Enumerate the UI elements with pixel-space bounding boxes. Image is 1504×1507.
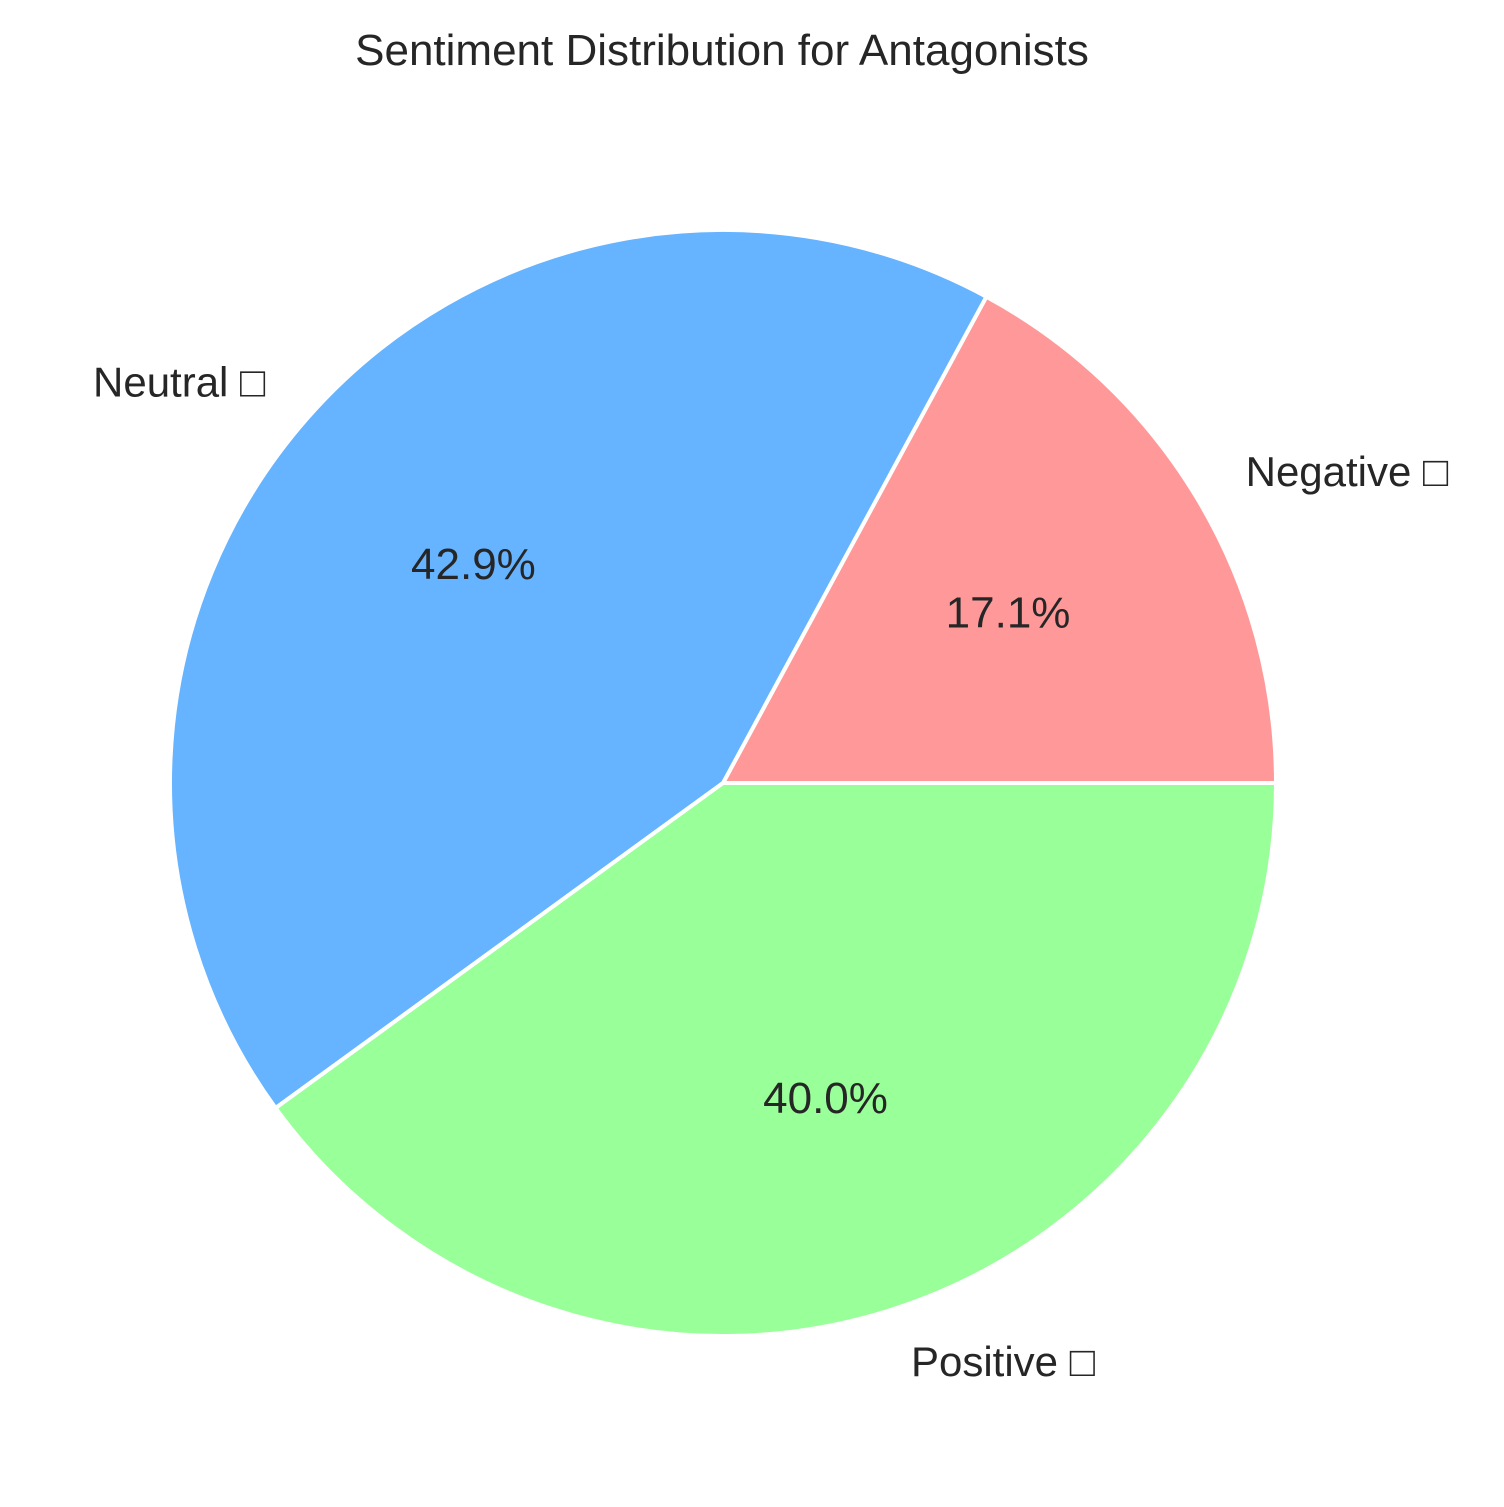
pie-slice-1 bbox=[167, 228, 989, 1111]
slice-pct-label-0: 17.1% bbox=[946, 589, 1071, 638]
slice-pct-label-2: 40.0% bbox=[763, 1074, 888, 1123]
pie-slice-0 bbox=[721, 294, 1278, 785]
slice-label-2: Positive □ bbox=[911, 1338, 1096, 1385]
pie-slices bbox=[167, 228, 1278, 1338]
chart-title: Sentiment Distribution for Antagonists bbox=[355, 26, 1089, 75]
pie-slice-2 bbox=[273, 781, 1278, 1338]
slice-label-1: Neutral □ bbox=[93, 359, 266, 406]
slice-pct-label-1: 42.9% bbox=[411, 540, 536, 589]
slice-label-0: Negative □ bbox=[1246, 448, 1449, 495]
pie-labels: Negative □ 17.1% Neutral □ 42.9% Positive □ 4… bbox=[93, 359, 1449, 1385]
